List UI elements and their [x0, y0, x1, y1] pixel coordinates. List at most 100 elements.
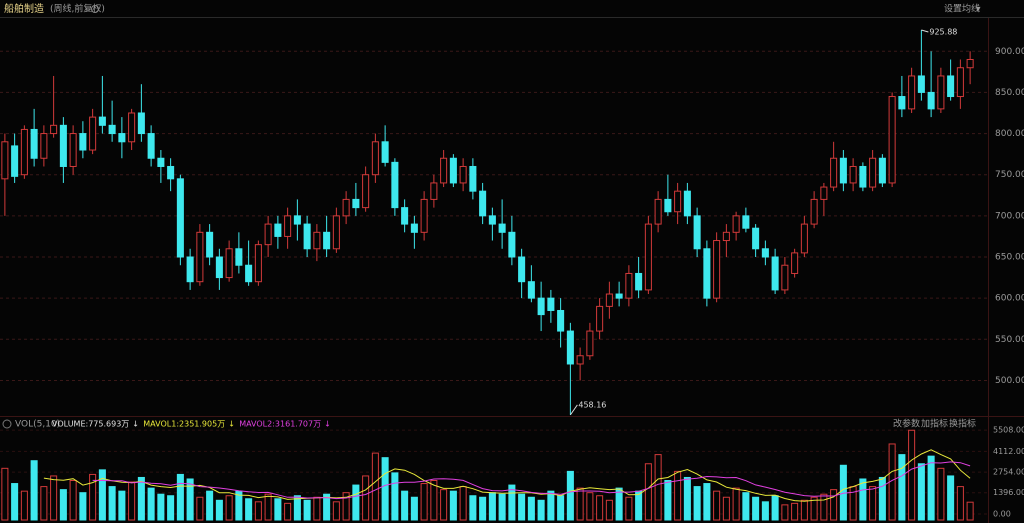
- candle-body: [303, 223, 311, 250]
- candle-body: [176, 178, 184, 258]
- candle-body: [752, 227, 760, 250]
- candle-body: [420, 198, 428, 233]
- candle-body: [625, 272, 633, 299]
- stock-title[interactable]: 船舶制造: [4, 2, 44, 15]
- candle-body: [118, 133, 126, 143]
- candle-body: [810, 198, 818, 225]
- candle-body: [956, 67, 964, 98]
- extreme-label: 458.16: [578, 400, 606, 409]
- ma-line: [92, 461, 971, 500]
- volume-bar: [293, 495, 301, 521]
- volume-bar: [352, 484, 360, 521]
- volume-bar: [947, 475, 955, 521]
- volume-bar: [576, 487, 584, 521]
- legend-entry: MAVOL1:2351.905万: [143, 420, 225, 429]
- volume-bar: [703, 483, 711, 521]
- candle-body: [401, 207, 409, 225]
- volume-bar: [927, 455, 935, 521]
- candle-body: [518, 256, 526, 283]
- volume-bar: [956, 486, 964, 521]
- candle-body: [147, 133, 155, 159]
- volume-bar: [30, 460, 38, 521]
- candle-body: [79, 133, 87, 151]
- y-tick-label: 1396.00: [993, 488, 1024, 497]
- volume-bar: [215, 499, 223, 521]
- candle-body: [937, 75, 945, 110]
- volume-bar: [469, 495, 477, 521]
- volume-bar: [800, 499, 808, 521]
- candle-body: [557, 309, 565, 332]
- volume-bar: [664, 480, 672, 521]
- candle-body: [566, 330, 574, 365]
- y-tick-label: 900.00: [995, 47, 1024, 57]
- period-label: (周线,前复权): [50, 3, 105, 15]
- volume-bar: [59, 489, 67, 521]
- candle-body: [839, 157, 847, 184]
- candle-body: [245, 264, 253, 283]
- volume-bar: [323, 493, 331, 521]
- volume-bar: [878, 476, 886, 521]
- candle-body: [157, 157, 165, 167]
- add-indicator[interactable]: 加指标: [921, 418, 948, 430]
- help-icon[interactable]: [2, 419, 12, 429]
- volume-bar: [937, 467, 945, 521]
- candle-body: [254, 244, 262, 283]
- volume-bar: [722, 496, 730, 521]
- candle-body: [537, 297, 545, 316]
- volume-bar: [176, 473, 184, 521]
- switch-indicator[interactable]: 换指标: [949, 418, 976, 430]
- volume-bar: [859, 478, 867, 521]
- volume-bar: [186, 478, 194, 521]
- volume-bar: [459, 486, 467, 521]
- volume-bar: [615, 487, 623, 521]
- volume-bar: [488, 492, 496, 521]
- volume-bar: [596, 495, 604, 521]
- candle-body: [284, 215, 292, 237]
- candle-body: [69, 133, 77, 167]
- candle-body: [430, 182, 438, 200]
- candle-body: [781, 264, 789, 291]
- candle-body: [381, 141, 389, 163]
- volume-bar: [254, 501, 262, 521]
- volume-bar: [527, 496, 535, 521]
- volume-bar: [89, 473, 97, 521]
- volume-bar: [810, 496, 818, 521]
- candle-body: [732, 215, 740, 233]
- settings-icon[interactable]: [91, 5, 99, 13]
- candle-body: [196, 231, 204, 283]
- candle-body: [869, 157, 877, 188]
- candle-body: [761, 248, 769, 258]
- volume-bar: [518, 493, 526, 521]
- ma-line: [43, 449, 971, 502]
- volume-bar: [732, 487, 740, 521]
- candle-body: [362, 174, 370, 209]
- volume-bar: [274, 498, 282, 521]
- volume-bar: [557, 495, 565, 521]
- candle-body: [1, 141, 9, 180]
- candle-body: [371, 141, 379, 176]
- candle-body: [722, 231, 730, 242]
- dropdown-arrow: ▾: [976, 5, 981, 15]
- candle-body: [128, 112, 136, 143]
- volume-bar: [245, 498, 253, 521]
- volume-bar: [1, 467, 9, 521]
- volume-bar: [781, 504, 789, 521]
- change-params[interactable]: 改参数: [893, 418, 920, 430]
- candle-body: [498, 223, 506, 233]
- volume-bar: [683, 476, 691, 521]
- candle-body: [98, 116, 106, 126]
- volume-bar: [391, 472, 399, 521]
- y-tick-label: 2754.00: [993, 468, 1024, 477]
- candle-body: [459, 165, 467, 184]
- ma-setting[interactable]: 设置均线: [944, 3, 980, 15]
- volume-bar: [644, 463, 652, 521]
- candle-body: [342, 198, 350, 217]
- candle-body: [488, 215, 496, 225]
- volume-bar: [430, 480, 438, 521]
- candle-body: [576, 355, 584, 365]
- volume-bar: [820, 493, 828, 521]
- volume-bar: [537, 499, 545, 521]
- volume-bar: [693, 486, 701, 521]
- candle-body: [596, 305, 604, 332]
- y-tick-label: 550.00: [995, 335, 1024, 345]
